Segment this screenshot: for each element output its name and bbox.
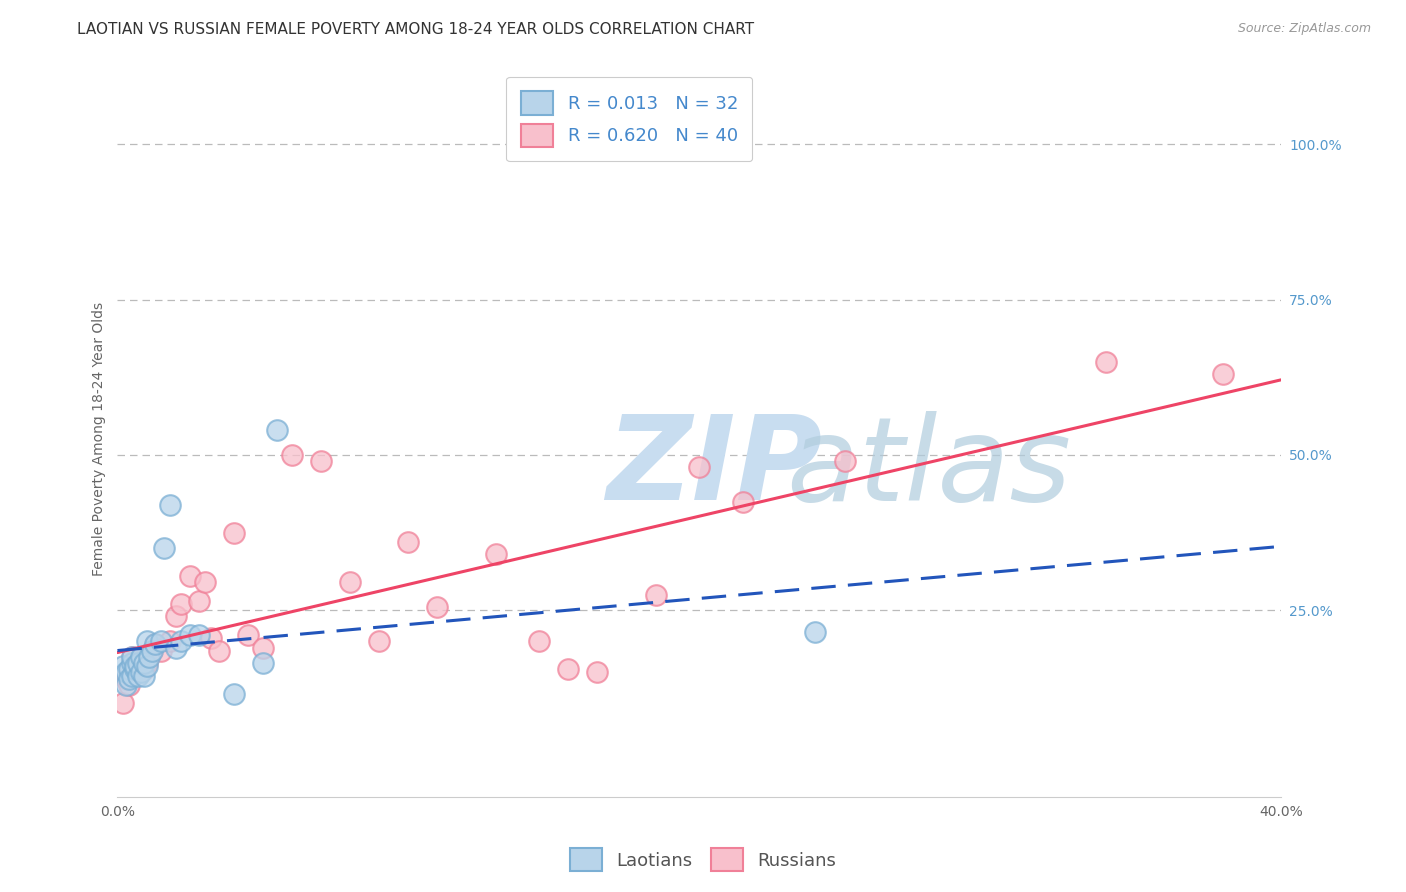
Point — [527, 634, 550, 648]
Point — [170, 597, 193, 611]
Text: Source: ZipAtlas.com: Source: ZipAtlas.com — [1237, 22, 1371, 36]
Point — [118, 672, 141, 686]
Point — [118, 678, 141, 692]
Point — [187, 628, 209, 642]
Point — [127, 656, 149, 670]
Point — [200, 632, 222, 646]
Point — [132, 656, 155, 670]
Point — [150, 643, 173, 657]
Point — [252, 656, 274, 670]
Point — [132, 668, 155, 682]
Point — [644, 588, 666, 602]
Point — [115, 678, 138, 692]
Point — [804, 625, 827, 640]
Point — [238, 628, 260, 642]
Point — [127, 656, 149, 670]
Point — [135, 634, 157, 648]
Point — [112, 659, 135, 673]
Point — [129, 649, 152, 664]
Point — [187, 594, 209, 608]
Point — [557, 662, 579, 676]
Point — [121, 649, 143, 664]
Point — [121, 662, 143, 676]
Point — [115, 672, 138, 686]
Text: ZIP: ZIP — [606, 410, 823, 525]
Point — [141, 643, 163, 657]
Point — [179, 569, 201, 583]
Point — [339, 575, 361, 590]
Point — [165, 640, 187, 655]
Legend: Laotians, Russians: Laotians, Russians — [562, 841, 844, 879]
Point — [208, 643, 231, 657]
Point — [132, 662, 155, 676]
Point — [138, 649, 160, 664]
Point — [143, 637, 166, 651]
Point — [252, 640, 274, 655]
Point — [121, 656, 143, 670]
Point — [194, 575, 217, 590]
Point — [150, 634, 173, 648]
Point — [124, 662, 146, 676]
Point — [731, 494, 754, 508]
Legend: R = 0.013   N = 32, R = 0.620   N = 40: R = 0.013 N = 32, R = 0.620 N = 40 — [506, 77, 752, 161]
Point — [153, 541, 176, 556]
Point — [141, 643, 163, 657]
Point — [124, 659, 146, 673]
Point — [121, 649, 143, 664]
Point — [135, 656, 157, 670]
Point — [127, 668, 149, 682]
Point — [368, 634, 391, 648]
Point — [281, 448, 304, 462]
Point — [165, 609, 187, 624]
Point — [266, 423, 288, 437]
Text: LAOTIAN VS RUSSIAN FEMALE POVERTY AMONG 18-24 YEAR OLDS CORRELATION CHART: LAOTIAN VS RUSSIAN FEMALE POVERTY AMONG … — [77, 22, 755, 37]
Point — [159, 498, 181, 512]
Point — [118, 662, 141, 676]
Point — [115, 665, 138, 680]
Point — [129, 653, 152, 667]
Point — [129, 665, 152, 680]
Point — [688, 460, 710, 475]
Point — [170, 634, 193, 648]
Point — [121, 668, 143, 682]
Point — [1212, 367, 1234, 381]
Point — [222, 525, 245, 540]
Text: atlas: atlas — [786, 411, 1071, 525]
Point — [484, 547, 506, 561]
Point — [834, 454, 856, 468]
Point — [586, 665, 609, 680]
Point — [396, 535, 419, 549]
Point — [159, 634, 181, 648]
Point — [1095, 355, 1118, 369]
Point — [124, 662, 146, 676]
Point — [179, 628, 201, 642]
Point — [135, 659, 157, 673]
Point — [143, 637, 166, 651]
Y-axis label: Female Poverty Among 18-24 Year Olds: Female Poverty Among 18-24 Year Olds — [93, 302, 107, 576]
Point — [309, 454, 332, 468]
Point — [112, 697, 135, 711]
Point — [222, 687, 245, 701]
Point — [426, 600, 449, 615]
